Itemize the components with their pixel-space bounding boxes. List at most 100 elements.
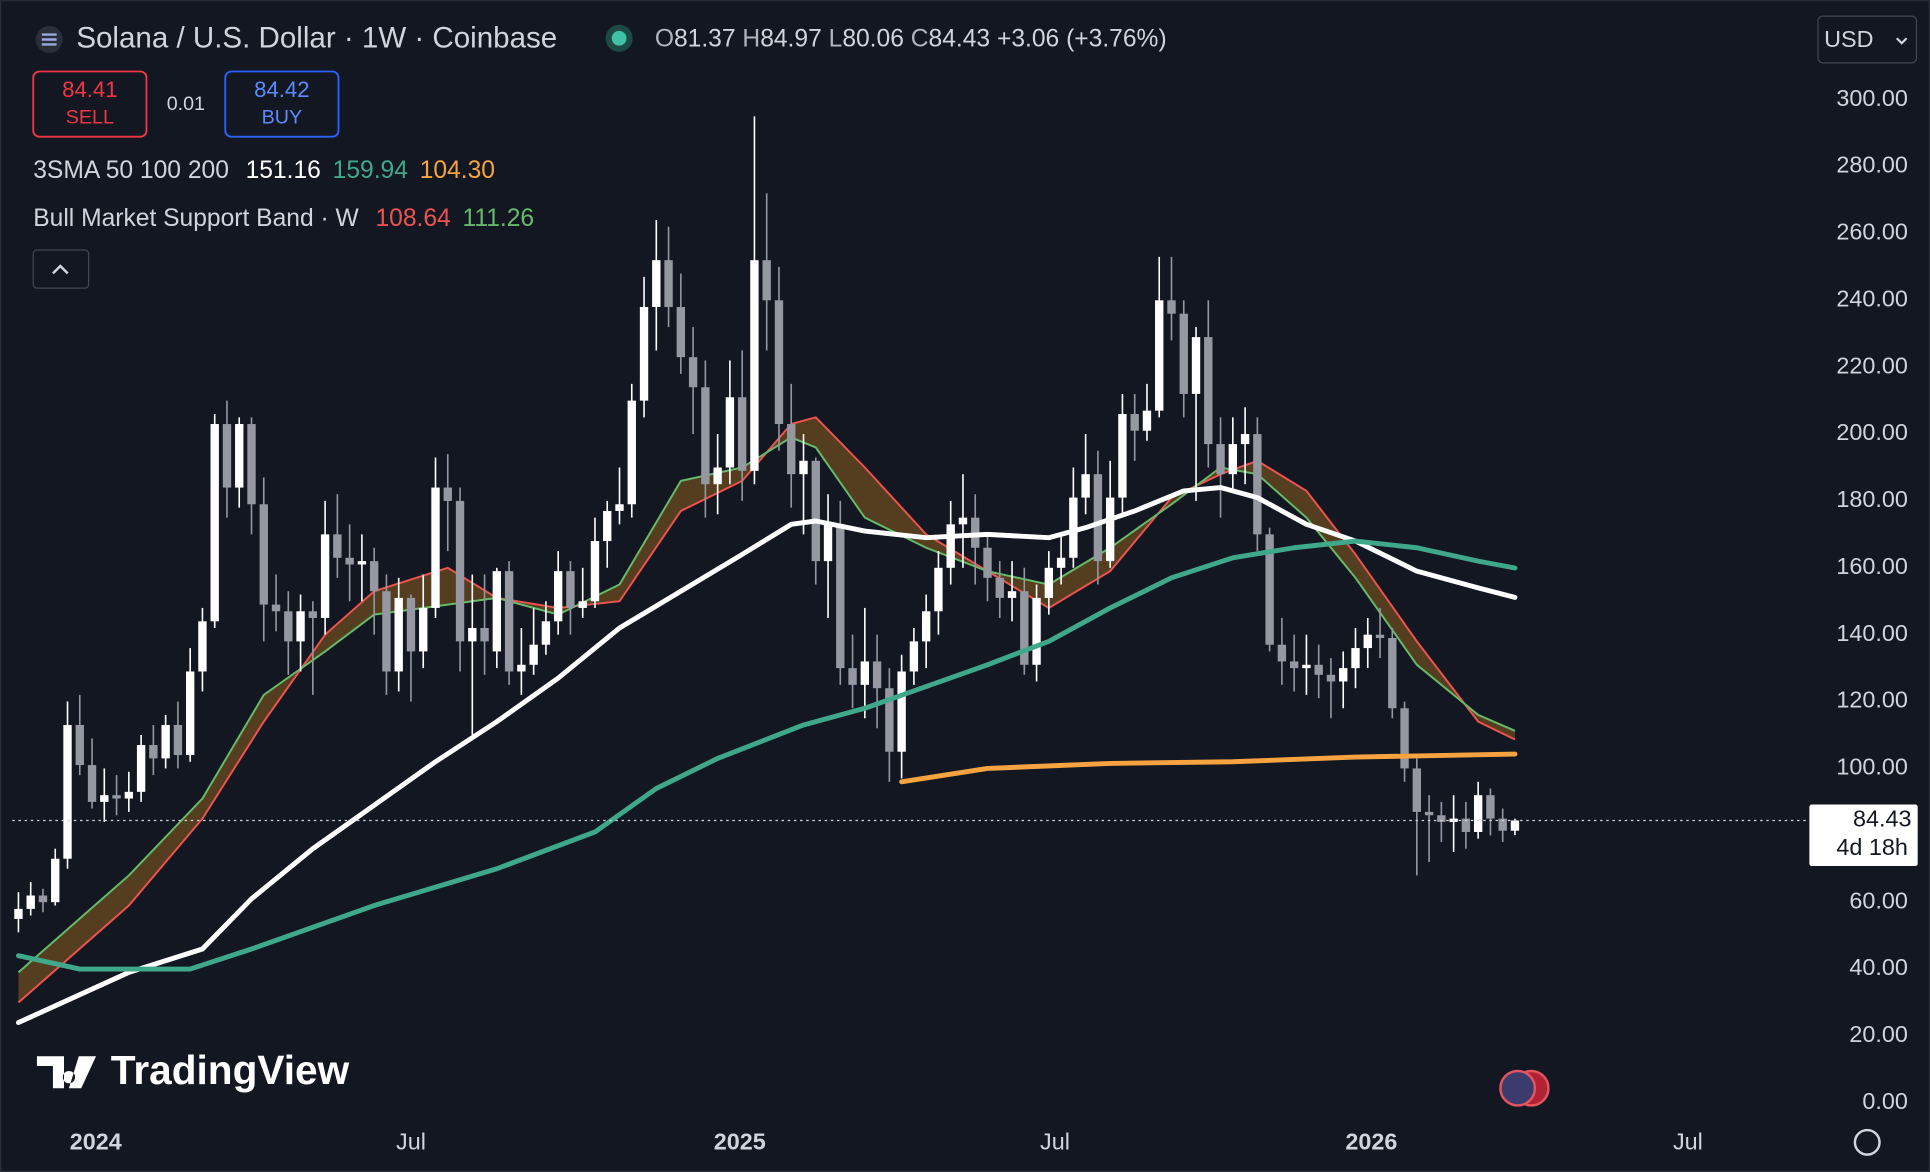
change-percent: (+3.76%) xyxy=(1066,25,1167,52)
candle-body xyxy=(369,561,379,592)
candle-body xyxy=(774,300,784,425)
event-icon[interactable] xyxy=(1499,1069,1537,1107)
y-tick-label: 0.00 xyxy=(1862,1088,1908,1114)
candle-body xyxy=(553,571,563,622)
x-tick-label: 2025 xyxy=(714,1129,766,1155)
ohlc-key: C xyxy=(911,25,929,52)
indicator-name: Bull Market Support Band · W xyxy=(33,205,359,232)
candle-body xyxy=(271,604,281,612)
candle-body xyxy=(1240,434,1250,445)
candle-body xyxy=(320,534,330,618)
settings-icon[interactable] xyxy=(1853,1128,1881,1156)
sell-price: 84.41 xyxy=(62,77,117,102)
y-tick-label: 220.00 xyxy=(1836,352,1908,378)
moving-average xyxy=(15,485,1518,1026)
candle-body xyxy=(750,260,759,471)
ohlc-value: 81.37 xyxy=(674,25,736,52)
buy-button[interactable] xyxy=(224,70,340,138)
candle-body xyxy=(872,661,882,689)
candle-body xyxy=(1081,474,1090,498)
indicator-value: 159.94 xyxy=(333,157,408,184)
y-tick-label: 280.00 xyxy=(1836,152,1908,178)
candle-body xyxy=(210,424,219,622)
candle-body xyxy=(185,671,195,756)
chevron-down xyxy=(1895,37,1908,45)
candle-body xyxy=(173,724,183,756)
indicator-legend: 3SMA 50 100 200 151.16 159.94 104.30 xyxy=(33,157,495,184)
candle-body xyxy=(480,627,489,642)
candle-body xyxy=(860,661,870,685)
candle-body xyxy=(75,724,84,766)
indicator-value: 151.16 xyxy=(246,157,321,184)
candle-body xyxy=(652,260,661,307)
candle-body xyxy=(590,541,600,602)
candle-body xyxy=(492,571,502,652)
y-tick-label: 260.00 xyxy=(1836,219,1908,245)
buy-label: BUY xyxy=(262,106,302,128)
candle-body xyxy=(198,621,207,672)
candle-body xyxy=(394,597,403,672)
candle-body xyxy=(1388,638,1397,709)
candle-body xyxy=(247,424,256,505)
indicator-legend: Bull Market Support Band · W 108.64 111.… xyxy=(33,205,534,232)
candle-body xyxy=(1375,634,1385,639)
candle-body xyxy=(1032,597,1041,665)
candle-body xyxy=(627,400,636,505)
candle-body xyxy=(1191,337,1201,394)
candle-body xyxy=(1437,815,1446,822)
candle-body xyxy=(1204,337,1213,445)
candle-body xyxy=(1473,795,1483,832)
candle-body xyxy=(725,397,735,468)
candle-body xyxy=(1424,811,1434,816)
indicator-value: 108.64 xyxy=(375,205,450,232)
candle-body xyxy=(983,547,992,578)
candle-body xyxy=(921,611,931,642)
candle-body xyxy=(222,424,232,488)
x-tick-label: Jul xyxy=(396,1129,426,1155)
candle-body xyxy=(504,571,514,672)
candle-body xyxy=(124,791,134,799)
candle-body xyxy=(1510,820,1520,831)
buy-price: 84.42 xyxy=(254,77,309,102)
sell-button[interactable] xyxy=(32,70,148,138)
candle-body xyxy=(308,611,318,618)
candle-body xyxy=(529,644,538,665)
candle-body xyxy=(296,611,305,642)
currency-button[interactable] xyxy=(1817,15,1918,64)
candle-body xyxy=(1314,664,1323,675)
candle-body xyxy=(26,895,35,909)
y-tick-label: 240.00 xyxy=(1836,285,1908,311)
coin-icon-glyph xyxy=(41,33,57,46)
candle-body xyxy=(1498,818,1507,831)
candle-body xyxy=(701,387,710,485)
price-tag xyxy=(1809,804,1918,867)
candle-body xyxy=(38,895,48,903)
candle-body xyxy=(443,487,452,501)
ohlc-value: 80.06 xyxy=(842,25,904,52)
candle-body xyxy=(1289,661,1299,669)
candle-body xyxy=(1007,591,1017,598)
candle-body xyxy=(1228,444,1238,475)
indicator-name: 3SMA 50 100 200 xyxy=(33,157,229,184)
candle-body xyxy=(87,765,97,802)
candle-body xyxy=(14,908,23,919)
chevron-up xyxy=(52,264,69,275)
x-tick-label: 2026 xyxy=(1345,1129,1397,1155)
candle-body xyxy=(897,671,906,752)
candle-body xyxy=(688,357,698,388)
candle-body xyxy=(161,724,170,759)
candle-body xyxy=(1105,497,1115,562)
candle-body xyxy=(517,664,526,672)
candle-body xyxy=(1020,591,1029,665)
candle-body xyxy=(1216,444,1225,475)
candle-body xyxy=(1302,664,1311,669)
collapse-button[interactable] xyxy=(32,249,90,289)
candle-body xyxy=(1400,708,1409,769)
x-tick-label: Jul xyxy=(1673,1129,1703,1155)
candle-body xyxy=(639,306,649,401)
candle-body xyxy=(149,745,158,759)
price-tag-value: 84.43 xyxy=(1853,806,1912,832)
brand-logo xyxy=(36,1056,97,1089)
